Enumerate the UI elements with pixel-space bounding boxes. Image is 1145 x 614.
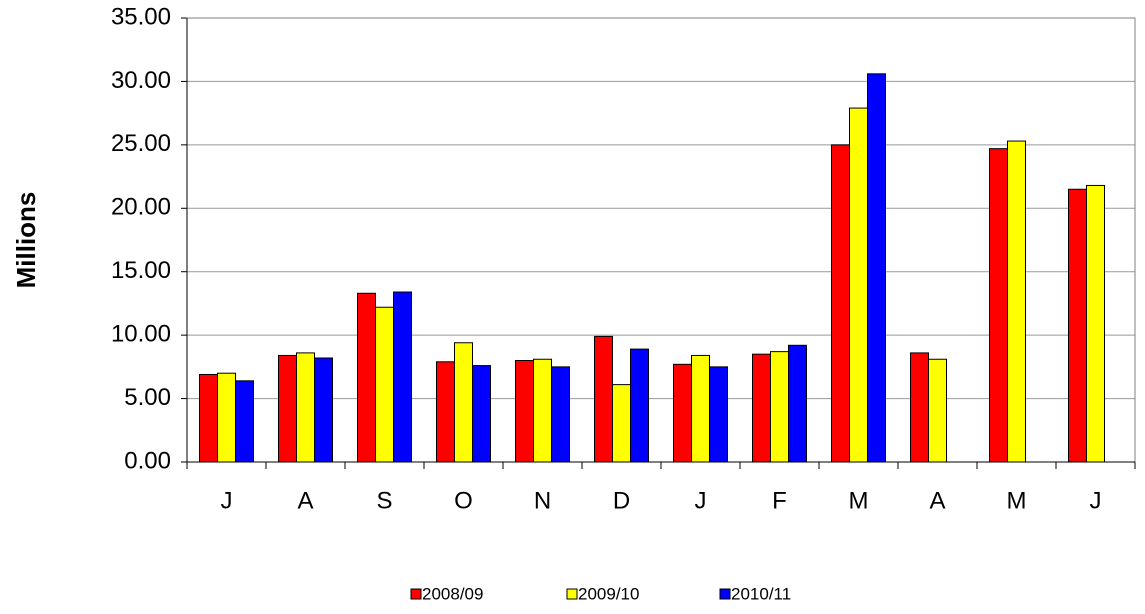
x-tick-label: A [929, 487, 945, 514]
legend-label: 2009/10 [578, 584, 639, 603]
bar [1007, 140, 1026, 463]
bar [199, 373, 218, 463]
bar [989, 148, 1008, 463]
x-tick-label: F [772, 487, 787, 514]
x-tick-label: O [454, 487, 473, 514]
bar [515, 360, 534, 463]
bar [770, 351, 789, 463]
y-tick-label: 0.00 [124, 447, 171, 474]
bar [831, 144, 850, 463]
bar [436, 361, 455, 463]
y-tick-label: 35.00 [111, 3, 171, 30]
y-tick-label: 30.00 [111, 67, 171, 94]
bar [1086, 184, 1105, 463]
bar [928, 358, 947, 463]
x-tick-label: A [297, 487, 313, 514]
legend-label: 2010/11 [731, 584, 791, 603]
bar [454, 342, 473, 463]
x-tick-label: D [613, 487, 630, 514]
bar [375, 306, 394, 463]
bar [867, 73, 886, 463]
bar [314, 357, 333, 463]
legend-label: 2008/09 [422, 584, 483, 603]
legend-swatch [719, 588, 731, 600]
y-tick-label: 20.00 [111, 194, 171, 221]
bar [691, 354, 710, 463]
bar [709, 366, 728, 463]
x-tick-label: M [849, 487, 869, 514]
bar [533, 358, 552, 463]
x-tick-label: S [376, 487, 392, 514]
bar [235, 380, 254, 463]
y-tick-label: 5.00 [124, 384, 171, 411]
bar [612, 384, 631, 463]
y-tick-label: 15.00 [111, 257, 171, 284]
bar [910, 352, 929, 463]
bar [472, 365, 491, 463]
bar [673, 363, 692, 463]
y-tick-label: 10.00 [111, 320, 171, 347]
x-tick-label: J [695, 487, 707, 514]
bar [1068, 188, 1087, 463]
bar [788, 344, 807, 463]
bar [551, 366, 570, 463]
bar [217, 372, 236, 463]
bar [296, 352, 315, 463]
bar [278, 354, 297, 463]
bar [393, 291, 412, 463]
bar [594, 335, 613, 463]
bar [752, 353, 771, 463]
x-tick-label: J [221, 487, 233, 514]
bar [357, 292, 376, 463]
x-tick-label: J [1090, 487, 1102, 514]
legend-swatch [566, 588, 578, 600]
y-tick-label: 25.00 [111, 130, 171, 157]
x-tick-label: N [534, 487, 551, 514]
bar [849, 107, 868, 463]
x-tick-label: M [1007, 487, 1027, 514]
legend-swatch [410, 588, 422, 600]
bar [630, 348, 649, 463]
y-axis-title: Millions [11, 192, 41, 289]
